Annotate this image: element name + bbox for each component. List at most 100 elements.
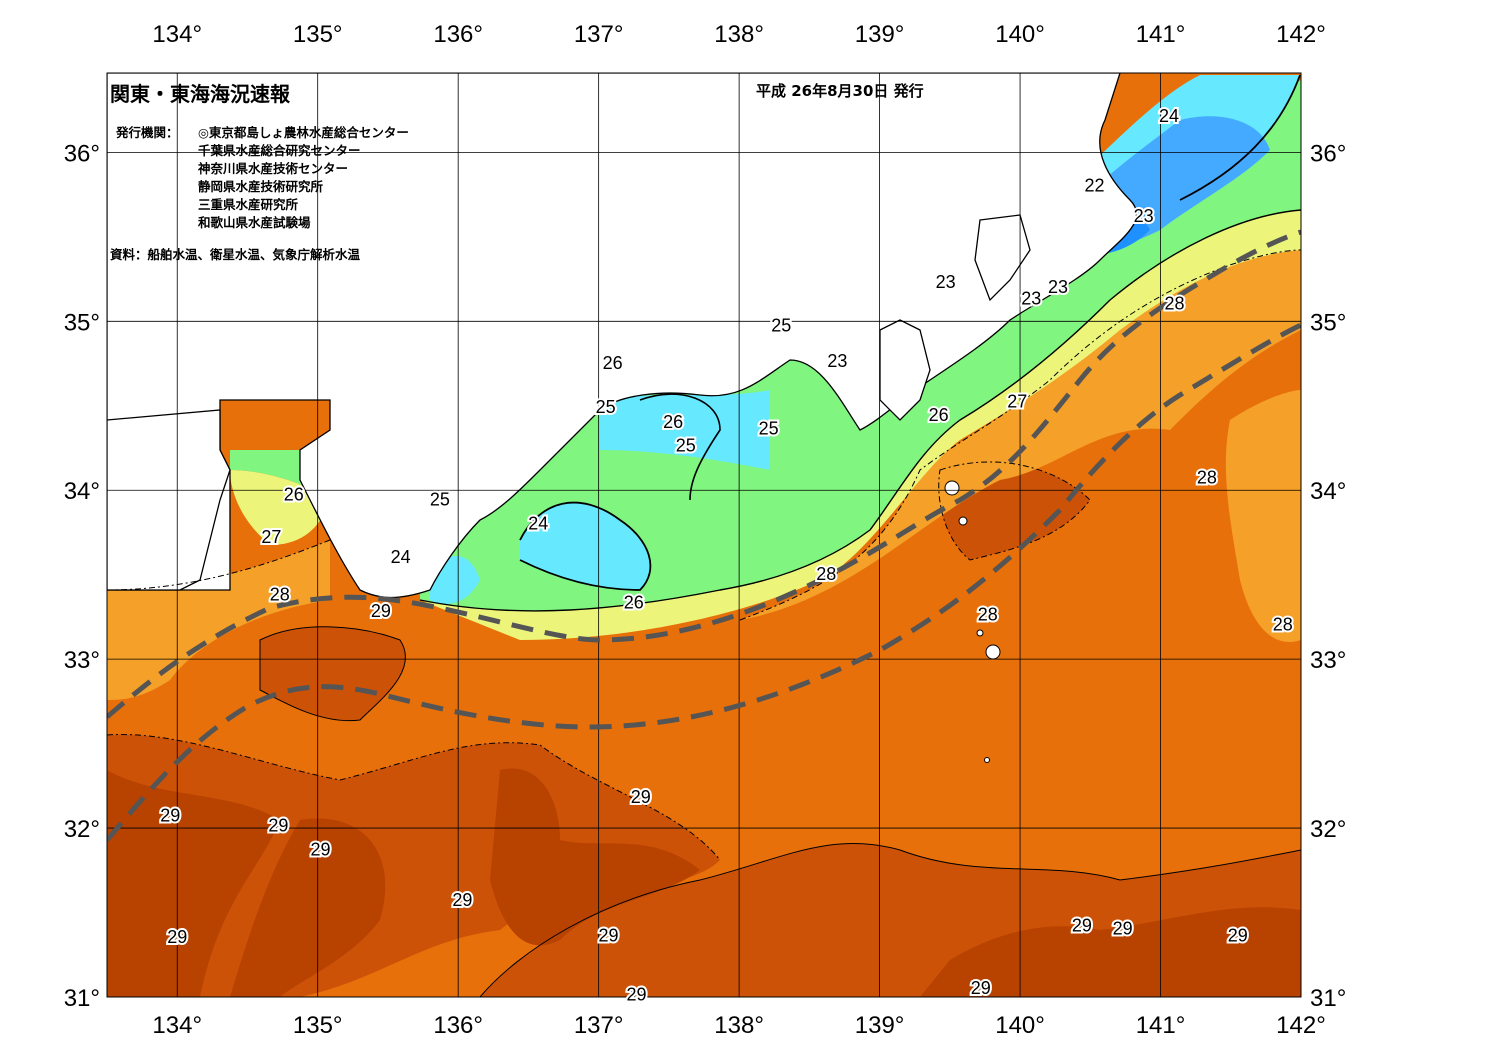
org-item: 千葉県水産総合研究センター xyxy=(198,143,361,158)
lat-tick-label-left: 35° xyxy=(64,309,100,336)
isotherm-label: 29 xyxy=(371,601,391,621)
isotherm-label: 29 xyxy=(160,806,180,826)
org-item: 和歌山県水産試験場 xyxy=(198,215,311,230)
lon-tick-label-bottom: 134° xyxy=(152,1012,202,1039)
temp-zone-24-suruga xyxy=(600,390,770,470)
isotherm-label: 25 xyxy=(771,316,791,336)
temp-zone-29-darker xyxy=(107,770,280,997)
isotherm-label: 27 xyxy=(261,527,281,547)
temp-zone-27 xyxy=(107,540,330,700)
isotherm-label: 24 xyxy=(1159,106,1179,126)
lon-tick-label-bottom: 138° xyxy=(714,1012,764,1039)
lon-tick-label-top: 140° xyxy=(995,21,1045,48)
lon-tick-label-top: 138° xyxy=(714,21,764,48)
isotherm-label: 23 xyxy=(936,272,956,292)
isotherm-label: 29 xyxy=(452,890,472,910)
isotherm-28-b xyxy=(739,249,1301,621)
axis-ticks: 134° 134° 135° 135° 136° 136° 137° 137° 138° 138°… xyxy=(64,21,1347,1039)
lat-tick-label-right: 31° xyxy=(1310,985,1346,1012)
isotherm-label: 27 xyxy=(1007,392,1027,412)
lon-tick-label-bottom: 136° xyxy=(433,1012,483,1039)
lat-tick-label-left: 34° xyxy=(64,478,100,505)
lon-tick-label-top: 139° xyxy=(855,21,905,48)
isotherm-label: 28 xyxy=(270,584,290,604)
org-item: ◎東京都島しょ農林水産総合センター xyxy=(198,125,409,140)
lon-tick-label-top: 137° xyxy=(574,21,624,48)
isotherm-label: 23 xyxy=(1134,206,1154,226)
isotherm-label: 23 xyxy=(827,351,847,371)
isotherm-label: 24 xyxy=(528,513,548,533)
kuroshio-current-path xyxy=(107,229,1301,842)
isotherm-25 xyxy=(519,501,652,591)
isotherm-label: 29 xyxy=(310,839,330,859)
lon-tick-label-top: 142° xyxy=(1276,21,1326,48)
isotherm-label: 29 xyxy=(167,927,187,947)
isotherm-29-a xyxy=(107,734,721,861)
lon-tick-label-bottom: 137° xyxy=(574,1012,624,1039)
isotherm-label: 28 xyxy=(978,605,998,625)
isotherm-label: 29 xyxy=(1113,919,1133,939)
isotherm-29-loop-east xyxy=(938,461,1091,561)
isotherm-label: 26 xyxy=(284,485,304,505)
org-item: 静岡県水産技術研究所 xyxy=(198,179,324,194)
lat-tick-label-left: 32° xyxy=(64,816,100,843)
lon-tick-label-top: 141° xyxy=(1136,21,1186,48)
land-miyake xyxy=(958,516,968,526)
map-title: 関東・東海海況速報 xyxy=(110,82,290,106)
issue-date: 平成 26年8月30日 発行 xyxy=(756,82,924,100)
lon-tick-label-bottom: 135° xyxy=(293,1012,343,1039)
isotherm-label: 23 xyxy=(1048,277,1068,297)
lat-tick-label-right: 35° xyxy=(1310,309,1346,336)
temp-zone-29-darker-4 xyxy=(920,907,1301,997)
isotherm-label: 29 xyxy=(631,787,651,807)
lon-tick-label-top: 134° xyxy=(152,21,202,48)
lon-tick-label-top: 135° xyxy=(293,21,343,48)
isotherm-label: 22 xyxy=(1084,175,1104,195)
land-mass xyxy=(107,73,1138,763)
isotherm-label: 25 xyxy=(676,436,696,456)
isotherm-label: 28 xyxy=(1197,468,1217,488)
current-path-north xyxy=(107,229,1301,719)
isotherm-label: 25 xyxy=(596,397,616,417)
isotherm-label: 23 xyxy=(1021,289,1041,309)
temp-zone-24-bay xyxy=(520,502,651,590)
temp-zone-29-kii xyxy=(260,626,406,721)
lat-tick-label-left: 31° xyxy=(64,985,100,1012)
isotherm-label: 29 xyxy=(627,985,647,1005)
lat-tick-label-left: 33° xyxy=(64,647,100,674)
isotherm-label: 29 xyxy=(598,925,618,945)
contour-labels: 24 22 23 23 23 23 25 23 26 25 26 25 25 26 27 28 28 26 27 25… xyxy=(158,104,1295,1006)
map-frame xyxy=(106,72,1302,998)
temp-zone-27-eastcoast xyxy=(1225,390,1301,642)
isotherm-label: 24 xyxy=(391,547,411,567)
isotherm-label: 26 xyxy=(624,593,644,613)
isotherm-label: 29 xyxy=(971,978,991,998)
lat-tick-label-left: 36° xyxy=(64,140,100,167)
current-path-south xyxy=(107,322,1301,842)
land-oshima xyxy=(944,480,960,496)
lat-tick-label-right: 32° xyxy=(1310,816,1346,843)
lat-tick-label-right: 33° xyxy=(1310,647,1346,674)
isotherm-label: 29 xyxy=(1228,925,1248,945)
data-source: 資料：船舶水温、衛星水温、気象庁解析水温 xyxy=(110,247,361,262)
isotherm-24 xyxy=(1179,74,1301,201)
lat-tick-label-right: 34° xyxy=(1310,478,1346,505)
isotherm-lines xyxy=(107,74,1301,997)
isotherm-label: 25 xyxy=(759,419,779,439)
isotherm-label: 25 xyxy=(430,490,450,510)
lon-tick-label-bottom: 141° xyxy=(1136,1012,1186,1039)
lon-tick-label-bottom: 142° xyxy=(1276,1012,1326,1039)
isotherm-label: 28 xyxy=(816,564,836,584)
land-izu-islet-a xyxy=(976,629,984,637)
lat-tick-label-right: 36° xyxy=(1310,140,1346,167)
issuing-organizations: 発行機関： ◎東京都島しょ農林水産総合センター 千葉県水産総合研究センター 神奈川… xyxy=(116,124,409,232)
isotherm-29-b xyxy=(479,843,1301,997)
lon-tick-label-top: 136° xyxy=(433,21,483,48)
isotherm-label: 26 xyxy=(603,353,623,373)
isotherm-label: 29 xyxy=(1072,915,1092,935)
org-item: 神奈川県水産技術センター xyxy=(198,161,349,176)
isotherm-26-loop xyxy=(639,393,721,501)
temp-zone-29-darker-3 xyxy=(490,768,700,946)
lat-lon-grid xyxy=(107,73,1301,997)
